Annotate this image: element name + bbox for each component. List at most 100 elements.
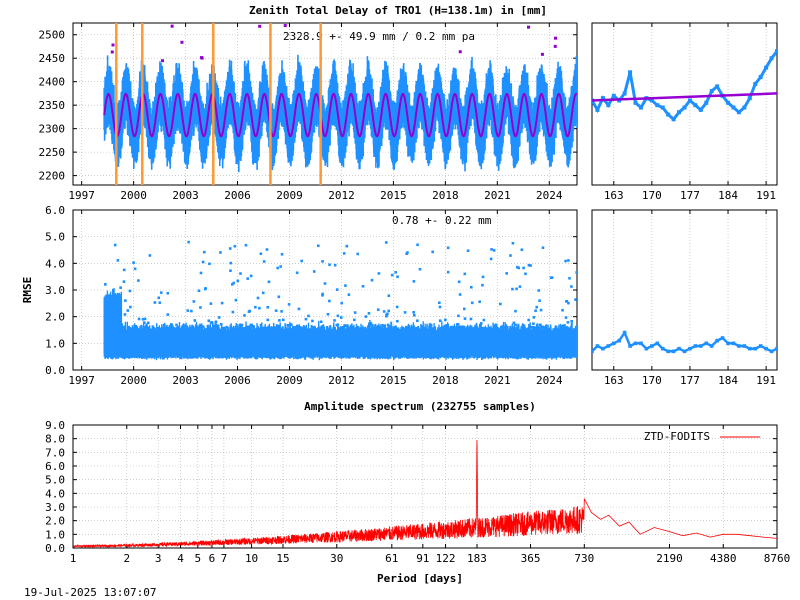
ztd-main-ytick-label: 2250 xyxy=(39,146,66,159)
rmse-outlier xyxy=(393,325,396,329)
rmse-outlier xyxy=(275,324,279,328)
rmse-recent-point xyxy=(731,341,736,346)
ztd-main-xtick-label: 2012 xyxy=(328,189,355,202)
rmse-outlier xyxy=(513,323,517,327)
rmse-outlier xyxy=(124,299,127,302)
rmse-outlier xyxy=(489,257,493,261)
rmse-outlier xyxy=(527,263,531,267)
rmse-outlier xyxy=(166,291,170,295)
rmse-outlier xyxy=(494,323,498,327)
rmse-recent-point xyxy=(671,349,676,354)
rmse-ylabel: RMSE xyxy=(21,277,34,304)
rmse-outlier xyxy=(234,298,238,302)
rmse-outlier xyxy=(281,318,285,322)
rmse-outlier xyxy=(225,325,229,329)
ztd-outlier xyxy=(554,36,558,40)
rmse-outlier xyxy=(321,292,325,296)
rmse-outlier xyxy=(326,312,330,316)
ztd-data-line xyxy=(103,54,577,173)
rmse-outlier xyxy=(353,318,356,322)
rmse-outlier xyxy=(220,301,224,305)
rmse-outlier xyxy=(132,261,135,264)
rmse-outlier xyxy=(367,312,371,315)
rmse-outlier xyxy=(532,325,535,329)
rmse-outlier xyxy=(246,325,250,329)
rmse-outlier xyxy=(431,250,435,254)
ztd-recent-point xyxy=(655,103,660,108)
rmse-outlier xyxy=(340,301,344,305)
rmse-outlier xyxy=(249,274,253,278)
rmse-outlier xyxy=(256,296,260,300)
rmse-recent-xtick-label: 184 xyxy=(718,374,738,387)
ztd-outlier xyxy=(180,40,184,44)
rmse-outlier xyxy=(204,287,207,291)
rmse-outlier xyxy=(262,260,266,263)
rmse-recent-point xyxy=(699,344,703,348)
rmse-outlier xyxy=(478,300,481,304)
rmse-outlier xyxy=(234,326,237,329)
rmse-outlier xyxy=(376,308,380,311)
rmse-outlier xyxy=(565,300,568,303)
ztd-recent-xtick-label: 184 xyxy=(718,189,738,202)
ztd-recent-point xyxy=(742,105,747,110)
rmse-outlier xyxy=(321,293,324,297)
ztd-recent-point xyxy=(682,105,687,110)
rmse-outlier xyxy=(137,279,140,282)
rmse-outlier xyxy=(266,318,270,322)
rmse-main-xtick-label: 2021 xyxy=(484,374,511,387)
rmse-outlier xyxy=(210,321,214,324)
rmse-outlier xyxy=(286,323,290,327)
spectrum-line xyxy=(73,440,777,548)
ztd-recent-point xyxy=(628,70,633,75)
rmse-recent-point xyxy=(704,341,709,346)
rmse-outlier xyxy=(182,324,185,327)
ztd-recent-point xyxy=(693,103,698,108)
ztd-outlier xyxy=(540,52,544,56)
spectrum-xtick-label: 7 xyxy=(221,552,228,565)
rmse-outlier xyxy=(141,317,145,321)
rmse-recent-point xyxy=(688,346,692,351)
rmse-data-series xyxy=(103,240,577,361)
ztd-recent-point xyxy=(595,107,600,112)
rmse-outlier xyxy=(232,281,236,285)
ztd-main-ytick-label: 2500 xyxy=(39,29,66,42)
rmse-outlier xyxy=(384,241,388,244)
rmse-outlier xyxy=(570,285,573,288)
rmse-outlier xyxy=(469,285,473,289)
ztd-outlier xyxy=(200,56,204,60)
rmse-recent-xtick-label: 170 xyxy=(642,374,662,387)
rmse-outlier xyxy=(304,317,308,321)
rmse-outlier xyxy=(186,309,190,312)
rmse-main-ytick-label: 6.0 xyxy=(45,204,65,217)
rmse-outlier xyxy=(416,319,419,323)
rmse-recent-point xyxy=(592,349,594,354)
spectrum-ytick-label: 0.0 xyxy=(45,542,65,555)
rmse-outlier xyxy=(568,276,571,280)
rmse-recent-axes xyxy=(613,210,767,370)
rmse-outlier xyxy=(311,319,314,323)
rmse-outlier xyxy=(353,311,357,314)
rmse-recent-point xyxy=(639,341,643,346)
rmse-outlier xyxy=(345,244,349,248)
rmse-outlier xyxy=(344,324,348,328)
spectrum-xtick-label: 8760 xyxy=(764,552,791,565)
rmse-recent-point xyxy=(720,336,725,340)
spectrum-xtick-label: 2190 xyxy=(656,552,683,565)
rmse-outlier xyxy=(183,326,186,329)
rmse-outlier xyxy=(567,301,570,305)
ztd-outlier xyxy=(110,50,114,54)
rmse-outlier xyxy=(343,324,347,327)
spectrum-xtick-label: 91 xyxy=(416,552,429,565)
rmse-outlier xyxy=(321,260,324,263)
rmse-recent-point xyxy=(655,341,660,346)
rmse-outlier xyxy=(520,248,524,252)
rmse-outlier xyxy=(277,295,281,299)
rmse-outlier xyxy=(240,323,244,327)
rmse-outlier xyxy=(524,272,527,276)
rmse-outlier xyxy=(518,285,522,288)
ztd-outlier xyxy=(258,24,262,28)
spectrum-xtick-label: 122 xyxy=(436,552,456,565)
rmse-outlier xyxy=(133,267,137,271)
rmse-outlier xyxy=(190,309,193,313)
rmse-outlier xyxy=(335,323,339,327)
